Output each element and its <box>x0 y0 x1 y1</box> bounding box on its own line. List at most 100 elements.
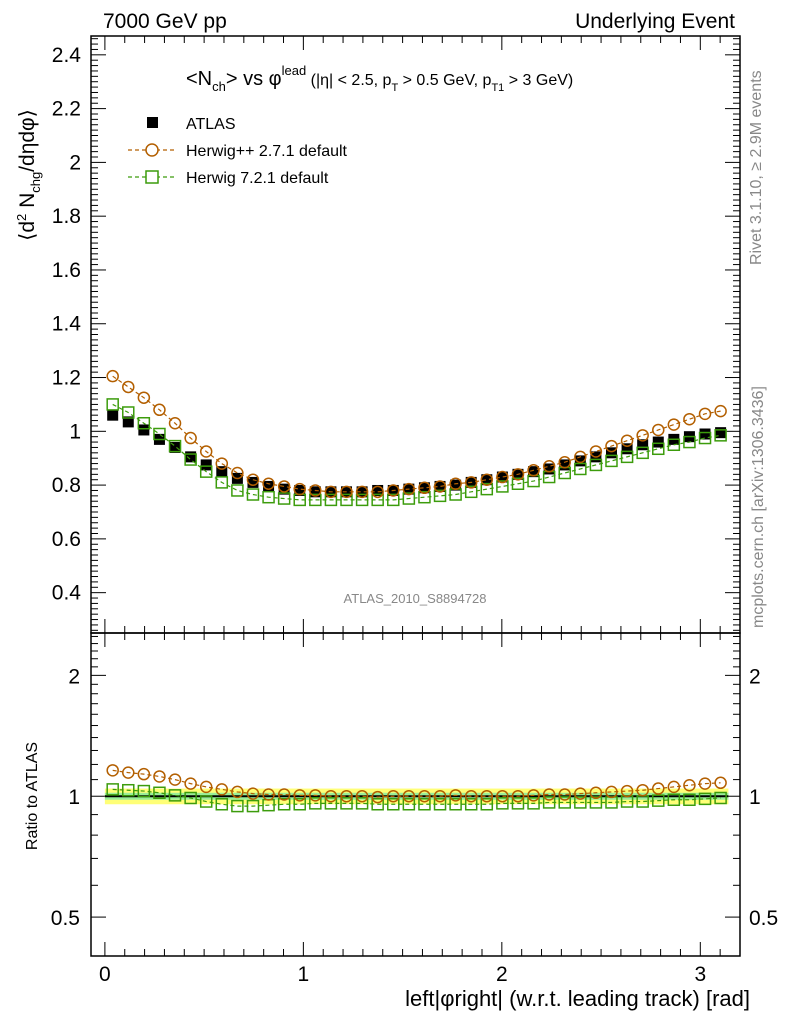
ratio-herwig7-point <box>106 783 119 796</box>
atlas-point <box>559 459 571 471</box>
ratio-y-tick-label: 2 <box>68 665 80 688</box>
legend-label-herwigpp: Herwig++ 2.7.1 default <box>186 143 348 160</box>
atlas-point <box>372 484 384 496</box>
ratio-herwig7-point <box>231 799 244 813</box>
atlas-point <box>418 482 430 494</box>
atlas-point <box>699 428 711 440</box>
atlas-point <box>138 424 150 436</box>
herwig7-point <box>324 493 338 507</box>
herwigpp-point <box>667 418 681 431</box>
atlas-point <box>652 436 664 448</box>
plot-title: <Nch> vs φlead (|η| < 2.5, pT > 0.5 GeV,… <box>186 63 573 94</box>
herwigpp-point <box>262 477 275 490</box>
ratio-herwigpp-point <box>683 778 696 792</box>
herwigpp-point <box>542 460 556 473</box>
main-panel-data <box>106 369 727 507</box>
ratio-herwig7-point <box>683 793 696 806</box>
ratio-herwig7-point <box>153 786 166 800</box>
ratio-herwigpp-point <box>558 788 571 801</box>
plot-title-sup: lead <box>282 63 307 78</box>
main-y-tick-label: 1 <box>69 420 81 443</box>
ratio-herwigpp-point <box>309 789 322 802</box>
ratio-herwig7-point <box>714 791 727 805</box>
herwig7-point <box>371 493 384 507</box>
herwig7-point <box>215 476 229 489</box>
atlas-point <box>496 471 508 483</box>
herwig7-point <box>246 488 260 501</box>
atlas-point <box>294 484 306 496</box>
atlas-point <box>574 455 586 467</box>
plot-title-main-sub: ch <box>212 79 226 94</box>
herwigpp-point <box>589 445 603 458</box>
herwigpp-point <box>215 457 229 470</box>
ratio-herwigpp-point <box>620 784 634 798</box>
herwig7-point <box>309 493 322 507</box>
ratio-herwigpp-point <box>184 777 197 790</box>
herwigpp-point <box>293 482 306 496</box>
ylabel-part-a-sup: 2 <box>14 214 29 221</box>
herwigpp-point <box>698 407 712 421</box>
herwigpp-point <box>620 434 634 447</box>
ratio-herwigpp-point <box>652 782 665 795</box>
atlas-point <box>715 427 727 439</box>
herwigpp-point <box>106 369 119 383</box>
ratio-panel-data <box>106 764 727 813</box>
ylabel-part-a: ⟨d <box>16 221 39 241</box>
ratio-herwigpp-point <box>122 766 135 779</box>
legend-marker-atlas <box>147 117 158 128</box>
main-panel-axes: 0.4 0.6 0.8 1 1.2 1.4 1.6 1.8 2 2.2 2.4 <box>52 36 740 633</box>
atlas-point <box>543 463 555 475</box>
ratio-y-axis-label: Ratio to ATLAS <box>24 742 41 850</box>
ratio-herwigpp-point <box>262 788 275 801</box>
herwigpp-point <box>449 477 462 490</box>
atlas-point <box>434 480 446 492</box>
ratio-herwig7-point <box>246 799 260 813</box>
ratio-panel-axes: 0 1 2 3 0.5 0.5 1 1 2 2 <box>51 633 778 986</box>
plot-title-main: <N <box>186 68 212 90</box>
main-y-tick-label: 1.8 <box>52 205 81 228</box>
herwig7-point <box>340 493 353 507</box>
atlas-point <box>450 479 462 491</box>
herwigpp-point <box>199 445 213 458</box>
herwig7-point <box>698 431 712 445</box>
main-y-axis-label: ⟨d2 Nchg/dηdφ⟩ <box>14 109 43 241</box>
herwigpp-point <box>574 450 587 464</box>
atlas-point <box>309 486 321 498</box>
plot-title-cuts-a-sub: T <box>391 82 398 94</box>
rivet-version-label: Rivet 3.1.10, ≥ 2.9M events <box>748 70 765 265</box>
ratio-herwigpp-point <box>433 789 447 803</box>
main-y-tick-label: 0.8 <box>52 474 81 497</box>
ratio-herwigpp-point <box>340 789 353 803</box>
ratio-herwig7-point <box>511 797 525 810</box>
herwig7-point <box>277 492 291 505</box>
herwig7-point <box>620 450 634 464</box>
atlas-point <box>185 451 197 463</box>
herwigpp-point <box>464 476 478 489</box>
ratio-herwig7-point <box>199 795 213 808</box>
herwigpp-point <box>605 439 618 453</box>
ratio-herwigpp-point <box>496 789 509 803</box>
ratio-herwigpp-point <box>293 789 306 802</box>
ratio-herwig7-point <box>340 797 353 810</box>
header-energy-label: 7000 GeV pp <box>103 10 227 33</box>
ratio-herwig7-point <box>496 797 509 810</box>
herwig7-point <box>122 406 135 419</box>
ratio-herwigpp-point <box>153 770 166 783</box>
ratio-herwig7-point <box>355 797 369 810</box>
ratio-herwigpp-point <box>574 787 587 800</box>
ratio-herwig7-point <box>574 796 587 809</box>
herwig7-point <box>355 493 369 507</box>
atlas-point <box>200 459 212 471</box>
herwig7-point <box>262 490 275 504</box>
herwigpp-point <box>511 468 525 481</box>
main-y-tick-label: 1.4 <box>52 313 82 336</box>
plot-title-cuts-c: > 3 GeV) <box>504 72 573 89</box>
plot-title-cuts-b: > 0.5 GeV, p <box>398 72 491 89</box>
ratio-herwigpp-point <box>589 786 603 800</box>
ratio-herwig7-point <box>667 793 681 806</box>
atlas-point <box>605 447 617 459</box>
herwig7-point <box>153 427 166 441</box>
atlas-point <box>216 466 228 478</box>
ratio-herwig7-point <box>589 796 603 809</box>
ylabel-part-b: N <box>16 193 39 214</box>
